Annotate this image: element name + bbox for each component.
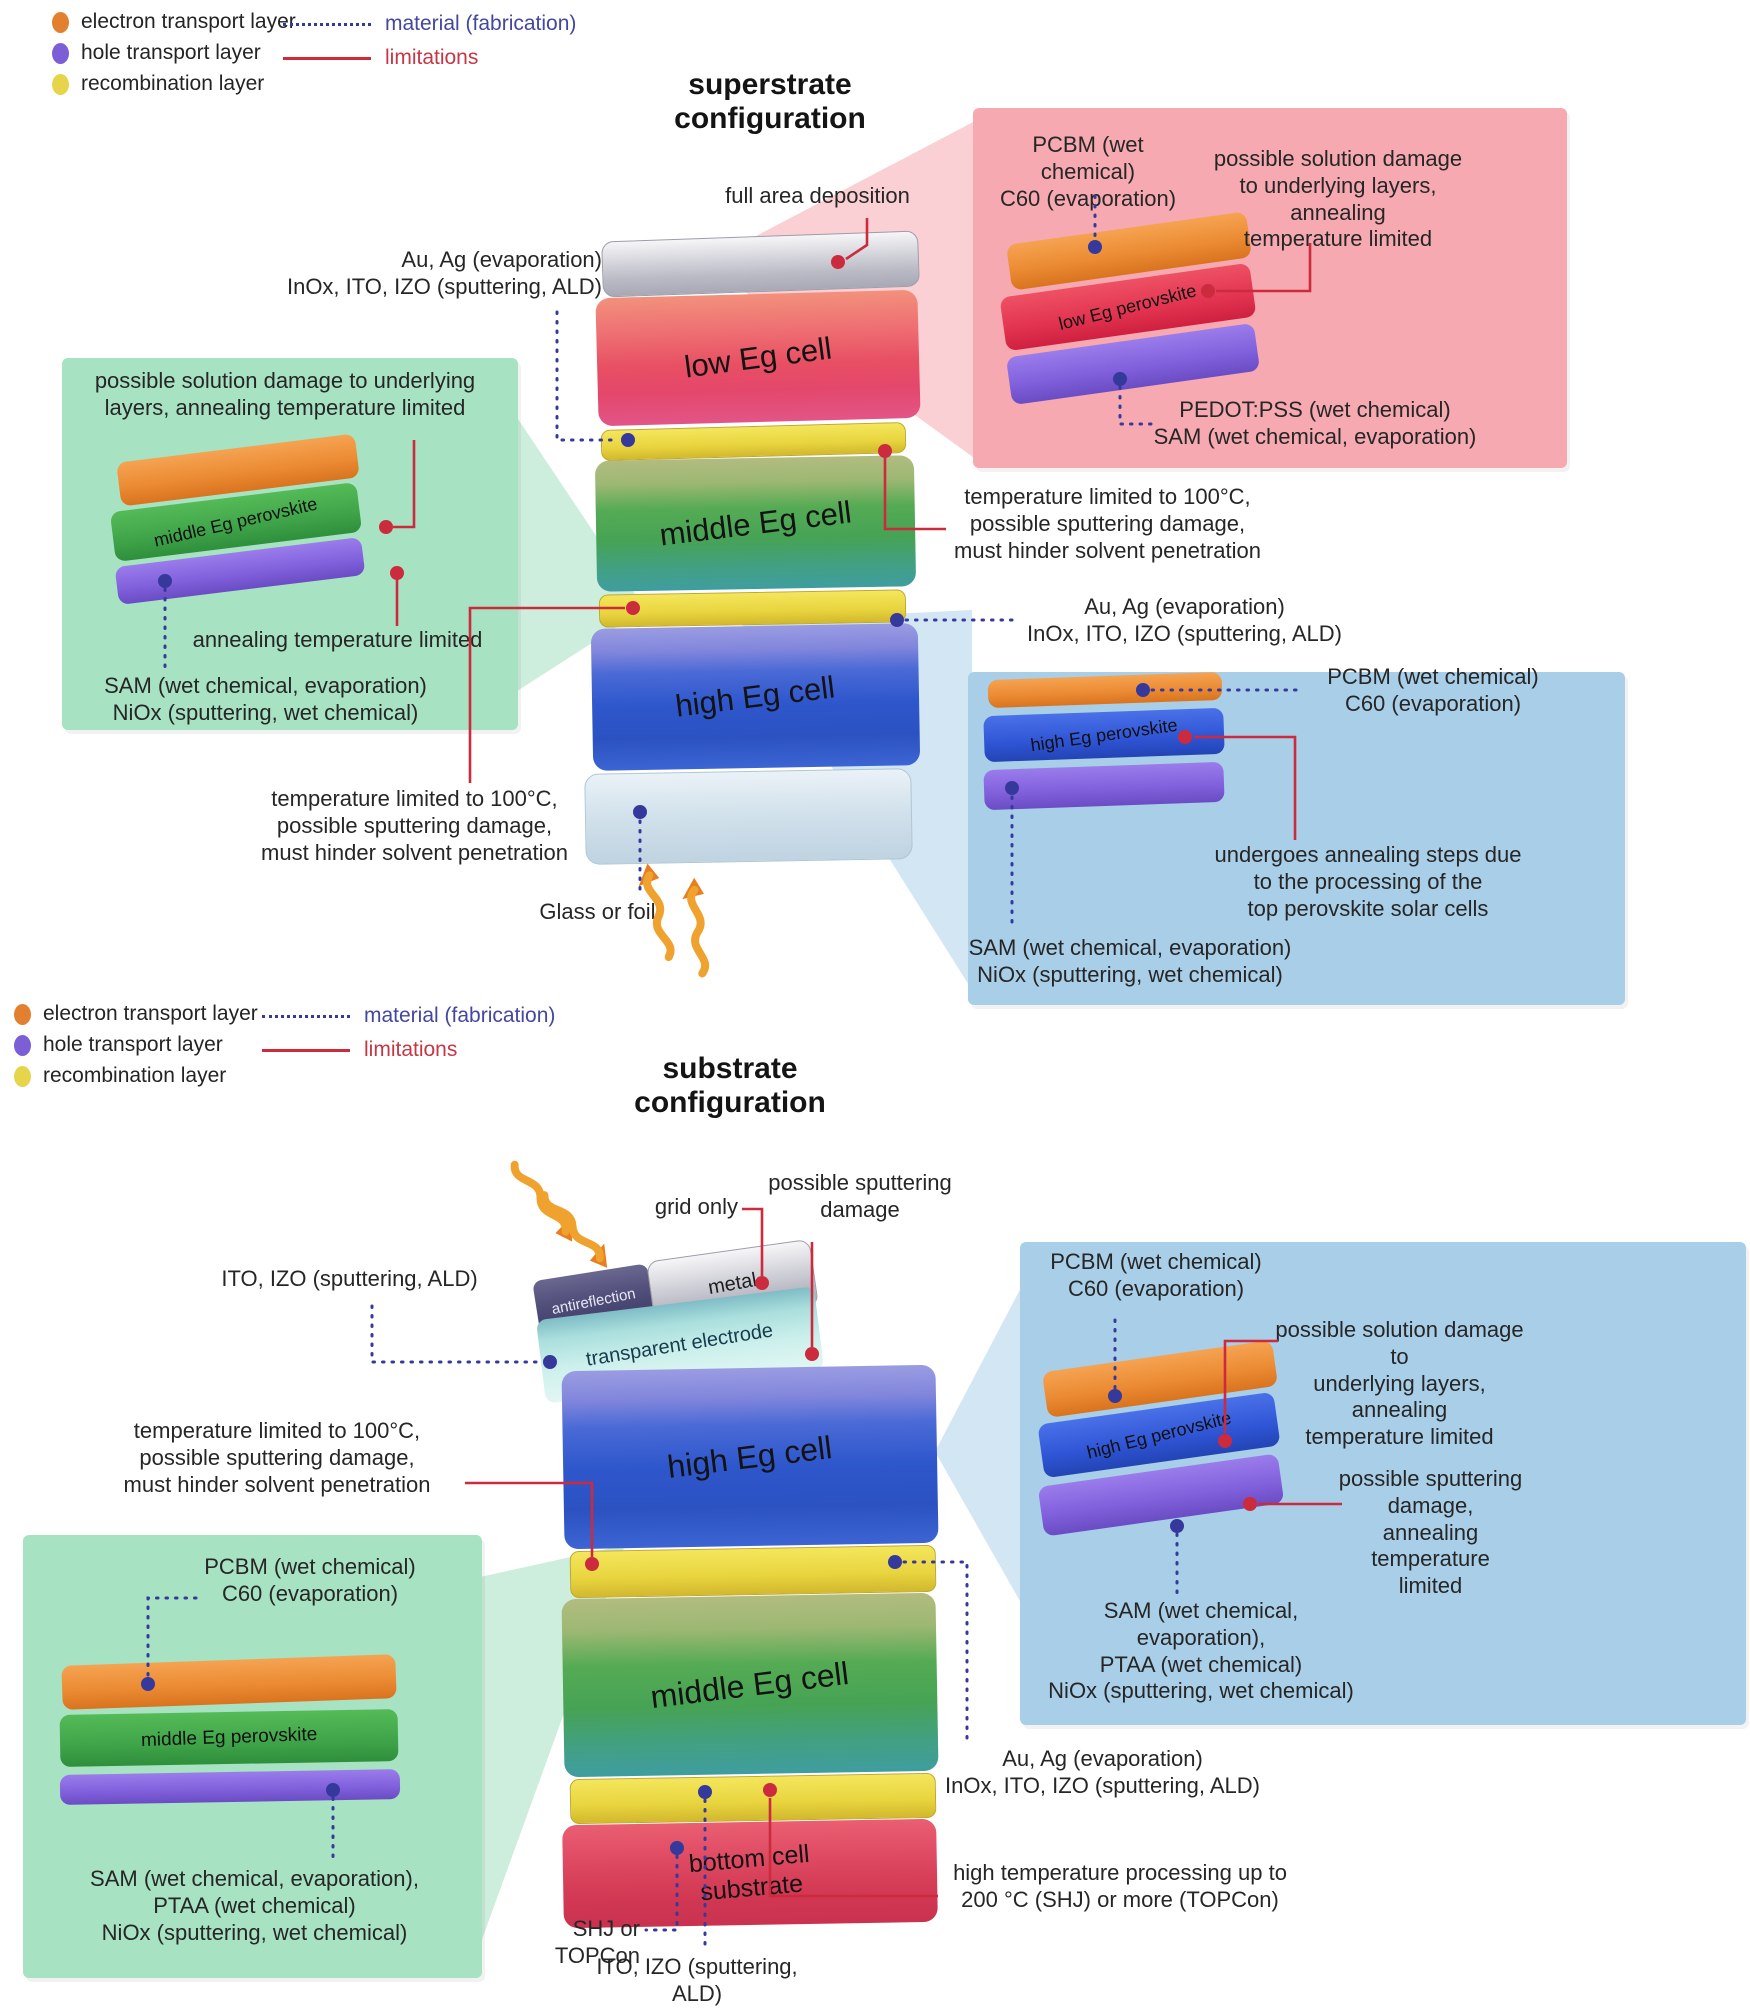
- substrate-blue-box-damage-label: possible solution damage to underlying l…: [1275, 1317, 1524, 1450]
- top-contact-label: Au, Ag (evaporation) InOx, ITO, IZO (spu…: [286, 247, 602, 299]
- substrate-green-box-perovskite-slab: middle Eg perovskite: [59, 1709, 399, 1767]
- grid-only-label: grid only: [654, 1194, 738, 1219]
- high-temp-label: high temperature processing up to 200 °C…: [953, 1860, 1287, 1912]
- htl-color-dot-icon: [14, 1034, 31, 1056]
- low-eg-cell-slab: low Eg cell: [595, 289, 921, 427]
- high-eg-cell-label: high Eg cell: [673, 669, 838, 724]
- shj-topcon-label: SHJ or TOPCon: [554, 1916, 640, 1968]
- legend-superstrate: electron transport layer hole transport …: [52, 10, 296, 96]
- middle-eg-cell-slab: middle Eg cell: [594, 455, 917, 592]
- glass-or-foil-label: Glass or foil: [539, 899, 656, 924]
- recombination-layer-2-slab: [598, 589, 907, 628]
- legend-item-limitations: limitations: [283, 46, 576, 70]
- legend-item-label: recombination layer: [81, 72, 265, 95]
- solid-line-icon: [283, 56, 371, 60]
- high-eg-cell-slab: high Eg cell: [590, 623, 921, 771]
- htl-color-dot-icon: [52, 42, 69, 64]
- legend-item-recombination: recombination layer: [52, 72, 296, 96]
- substrate-middle-eg-cell-label: middle Eg cell: [648, 1654, 851, 1715]
- recombination-limit-left-label: temperature limited to 100°C, possible s…: [261, 786, 568, 865]
- bottom-cell-substrate-label: bottom cell substrate: [687, 1839, 811, 1906]
- legend-item-etl: electron transport layer: [52, 10, 296, 34]
- dotted-line-icon: [283, 22, 371, 26]
- legend-item-limitations: limitations: [262, 1038, 555, 1062]
- material-legend-label: material (fabrication): [364, 1004, 556, 1027]
- substrate-recombination-layer-2-slab: [569, 1772, 937, 1825]
- bottom-contact-label: Au, Ag (evaporation) InOx, ITO, IZO (spu…: [944, 1746, 1261, 1798]
- glass-or-foil-slab: [584, 768, 913, 865]
- ito-bottom-label: ITO, IZO (sputtering, ALD): [596, 1954, 798, 2006]
- legend-item-recombination: recombination layer: [14, 1064, 258, 1088]
- substrate-blue-box-etl-label: PCBM (wet chemical) C60 (evaporation): [1050, 1249, 1262, 1301]
- dotted-line-icon: [262, 1014, 350, 1018]
- blue-box-htl-slab: [983, 761, 1225, 811]
- legend-substrate: electron transport layer hole transport …: [14, 1002, 258, 1088]
- substrate-high-eg-cell-label: high Eg cell: [665, 1428, 835, 1485]
- legend-item-label: hole transport layer: [43, 1033, 223, 1056]
- transparent-electrode-label: transparent electrode: [584, 1318, 775, 1371]
- substrate-blue-box-perovskite-label: high Eg perovskite: [1084, 1406, 1234, 1463]
- material-legend-label: material (fabrication): [385, 12, 577, 35]
- blue-box-etl-label: PCBM (wet chemical) C60 (evaporation): [1327, 664, 1539, 716]
- sputter-damage-label: possible sputtering damage: [768, 1170, 952, 1222]
- substrate-high-eg-cell-slab: high Eg cell: [561, 1364, 939, 1550]
- pink-box-etl-label: PCBM (wet chemical) C60 (evaporation): [999, 132, 1177, 211]
- etl-color-dot-icon: [52, 11, 69, 33]
- legend-item-label: hole transport layer: [81, 41, 261, 64]
- limitations-legend-label: limitations: [364, 1038, 458, 1061]
- substrate-middle-eg-cell-slab: middle Eg cell: [561, 1592, 939, 1778]
- legend-item-material: material (fabrication): [262, 1004, 555, 1028]
- superstrate-title: superstrate configuration: [674, 68, 866, 135]
- blue-box-anneal-note-label: undergoes annealing steps due to the pro…: [1214, 842, 1522, 921]
- substrate-green-box-perovskite-label: middle Eg perovskite: [140, 1723, 318, 1752]
- light-arrows-substrate: [507, 1157, 618, 1273]
- blue-box-perovskite-label: high Eg perovskite: [1029, 714, 1179, 755]
- low-eg-cell-label: low Eg cell: [682, 330, 834, 385]
- green-box-damage-label: possible solution damage to underlying l…: [94, 368, 476, 420]
- connector-ito-left: [370, 1304, 557, 1369]
- superstrate-top-electrode-slab: [601, 230, 920, 298]
- bottom-cell-substrate-slab: bottom cell substrate: [562, 1818, 938, 1929]
- substrate-green-box-htl-label: SAM (wet chemical, evaporation), PTAA (w…: [90, 1866, 419, 1945]
- recombination-limit-right-label: temperature limited to 100°C, possible s…: [954, 484, 1261, 563]
- line-legend-substrate: material (fabrication) limitations: [262, 1004, 555, 1062]
- legend-item-label: electron transport layer: [81, 10, 296, 33]
- legend-item-label: recombination layer: [43, 1064, 227, 1087]
- full-area-deposition-label: full area deposition: [725, 183, 910, 208]
- legend-item-htl: hole transport layer: [52, 41, 296, 65]
- recombination-color-dot-icon: [14, 1065, 31, 1087]
- temp-limit-label: temperature limited to 100°C, possible s…: [123, 1418, 431, 1497]
- recombination-color-dot-icon: [52, 73, 69, 95]
- pink-box-perovskite-label: low Eg perovskite: [1057, 279, 1199, 334]
- green-box-anneal-label: annealing temperature limited: [192, 627, 483, 652]
- recombination-contact-right-label: Au, Ag (evaporation) InOx, ITO, IZO (spu…: [1026, 594, 1343, 646]
- solid-line-icon: [262, 1048, 350, 1052]
- substrate-blue-box-htl-label: SAM (wet chemical, evaporation), PTAA (w…: [1048, 1598, 1354, 1704]
- etl-color-dot-icon: [14, 1003, 31, 1025]
- legend-item-etl: electron transport layer: [14, 1002, 258, 1026]
- green-box-htl-label: SAM (wet chemical, evaporation) NiOx (sp…: [104, 673, 427, 725]
- legend-item-label: electron transport layer: [43, 1002, 258, 1025]
- substrate-green-box-etl-label: PCBM (wet chemical) C60 (evaporation): [204, 1554, 416, 1606]
- pink-box-htl-label: PEDOT:PSS (wet chemical) SAM (wet chemic…: [1153, 397, 1477, 449]
- ito-left-label: ITO, IZO (sputtering, ALD): [221, 1266, 478, 1291]
- callout-wedge-blue-2: [935, 1280, 1025, 1610]
- line-legend-superstrate: material (fabrication) limitations: [283, 12, 576, 70]
- legend-item-material: material (fabrication): [283, 12, 576, 36]
- limitations-legend-label: limitations: [385, 46, 479, 69]
- blue-box-htl-label: SAM (wet chemical, evaporation) NiOx (sp…: [968, 935, 1292, 987]
- substrate-green-box-htl-slab: [59, 1769, 401, 1805]
- pink-box-damage-label: possible solution damage to underlying l…: [1213, 146, 1463, 252]
- middle-eg-cell-label: middle Eg cell: [657, 493, 854, 553]
- substrate-recombination-layer-1-slab: [569, 1544, 937, 1599]
- legend-item-htl: hole transport layer: [14, 1033, 258, 1057]
- blue-box-perovskite-slab: high Eg perovskite: [983, 707, 1225, 763]
- substrate-blue-box-sputter-label: possible sputtering damage, annealing te…: [1338, 1466, 1523, 1599]
- substrate-title: substrate configuration: [634, 1052, 826, 1119]
